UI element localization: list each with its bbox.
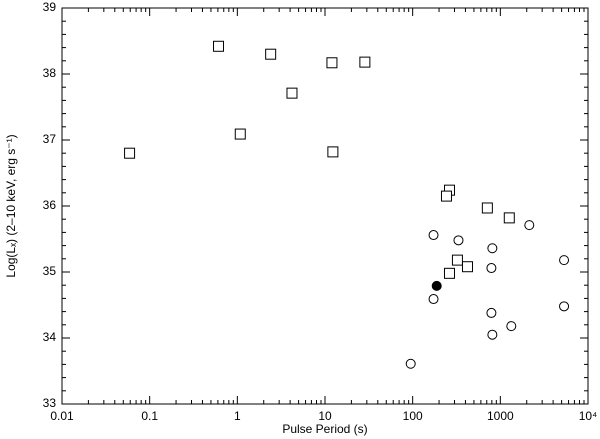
circle-point xyxy=(428,230,439,241)
y-tick-label: 35 xyxy=(43,264,57,278)
square-point xyxy=(359,56,371,68)
y-axis-label: Log(Lₓ) (2–10 keV, erg s⁻¹) xyxy=(4,134,18,277)
y-tick-label: 38 xyxy=(43,66,57,80)
square-point xyxy=(213,40,225,52)
circle-point xyxy=(487,329,498,340)
circle-point xyxy=(506,321,517,332)
square-point xyxy=(326,57,338,69)
circle-point xyxy=(486,307,497,318)
circle-point xyxy=(487,243,498,254)
square-point xyxy=(234,128,246,140)
y-tick-label: 39 xyxy=(43,0,57,14)
circle-point xyxy=(405,358,416,369)
square-point xyxy=(286,87,298,99)
x-tick-label: 0.1 xyxy=(141,409,158,423)
y-tick-label: 36 xyxy=(43,198,57,212)
square-point xyxy=(265,48,277,60)
x-tick-label: 1 xyxy=(234,409,241,423)
circle-point xyxy=(428,294,439,305)
circle-point xyxy=(524,220,535,231)
square-point xyxy=(443,267,455,279)
square-point xyxy=(451,254,463,266)
square-point xyxy=(503,212,515,224)
x-tick-label: 0.01 xyxy=(50,409,74,423)
y-tick-label: 37 xyxy=(43,132,57,146)
circle-point xyxy=(453,235,464,246)
square-point xyxy=(124,147,136,159)
plot-frame xyxy=(61,7,589,405)
y-tick-label: 34 xyxy=(43,330,57,344)
x-axis-label: Pulse Period (s) xyxy=(282,422,367,436)
circle-point xyxy=(559,255,570,266)
circle-point xyxy=(431,280,442,291)
x-tick-label: 100 xyxy=(403,409,423,423)
x-tick-label: 1000 xyxy=(487,409,514,423)
y-tick-label: 33 xyxy=(43,396,57,410)
square-point xyxy=(440,190,452,202)
x-tick-label: 10⁴ xyxy=(579,409,598,423)
circle-point xyxy=(486,263,497,274)
square-point xyxy=(461,261,473,273)
x-tick-label: 10 xyxy=(318,409,332,423)
square-point xyxy=(481,202,493,214)
square-point xyxy=(327,146,339,158)
circle-point xyxy=(559,301,570,312)
